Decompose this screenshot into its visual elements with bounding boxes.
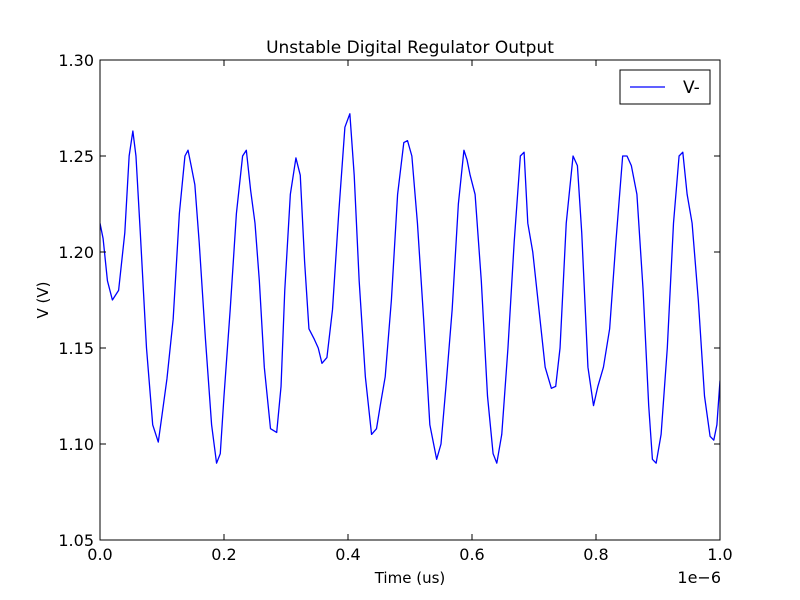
chart-title: Unstable Digital Regulator Output: [266, 38, 554, 58]
legend-label: V-: [683, 78, 700, 98]
y-tick-label: 1.15: [58, 339, 94, 358]
series-line-0: [100, 113, 720, 464]
plot-area: 0.0 0.2 0.4 0.6 0.8 1.0 1.05 1.10 1.15 1.20 1.25 1.…: [58, 51, 732, 564]
legend: V-: [619, 69, 711, 105]
x-tick-label: 0.4: [335, 545, 360, 564]
y-tick-label: 1.20: [58, 243, 94, 262]
y-tick-label: 1.05: [58, 531, 94, 550]
x-axis-offset-label: 1e−6: [677, 568, 721, 587]
x-tick-label: 0.0: [87, 545, 112, 564]
y-tick-label: 1.10: [58, 435, 94, 454]
x-tick-label: 0.6: [459, 545, 484, 564]
x-axis-label: Time (us): [374, 569, 446, 587]
x-tick-label: 0.8: [583, 545, 608, 564]
x-tick-label: 1.0: [707, 545, 732, 564]
y-tick-label: 1.30: [58, 51, 94, 70]
y-axis-label: V (V): [34, 282, 52, 319]
axes-frame: [99, 59, 721, 541]
y-tick-label: 1.25: [58, 147, 94, 166]
x-tick-label: 0.2: [211, 545, 236, 564]
